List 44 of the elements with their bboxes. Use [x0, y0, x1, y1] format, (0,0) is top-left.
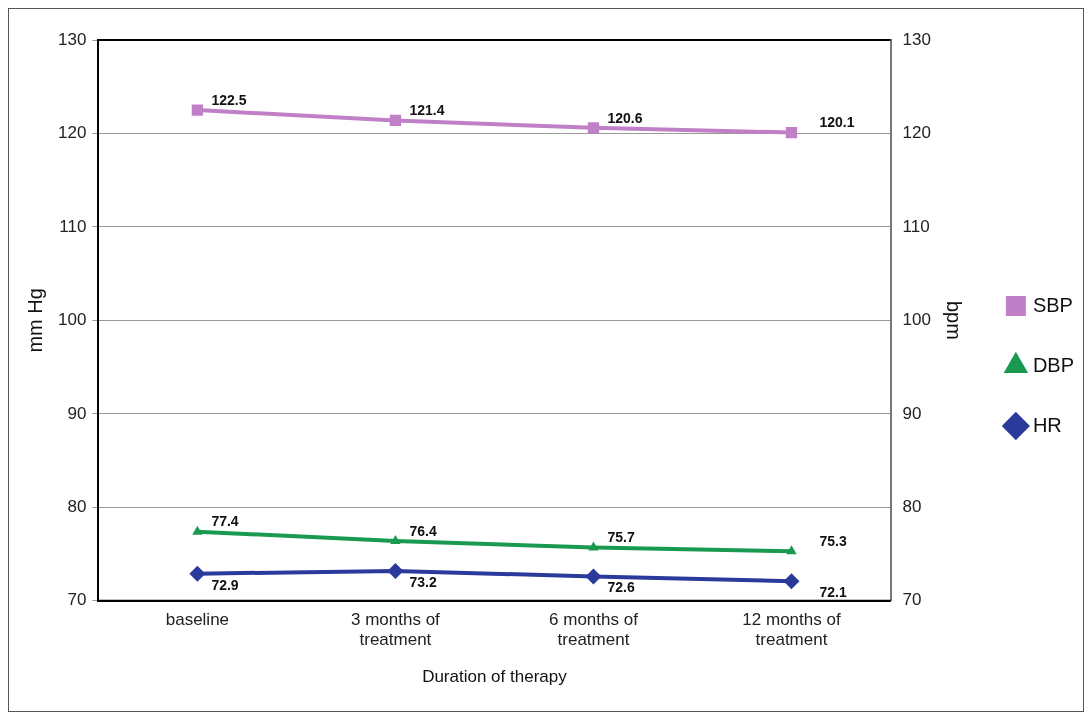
point	[390, 534, 401, 544]
point	[389, 114, 402, 127]
data-label: 72.9	[211, 576, 239, 593]
x-tick-label: 3 months of treatment	[351, 609, 441, 650]
data-label: 73.2	[409, 573, 437, 590]
y2-tick-label: 130	[902, 29, 931, 49]
point	[191, 104, 204, 116]
y-tick-label: 90	[67, 403, 87, 423]
y2-tick-label: 120	[902, 123, 931, 143]
legend-label: HR	[1032, 413, 1062, 436]
y2-tick-label: 70	[902, 590, 922, 610]
y2-tick-label: 100	[902, 310, 931, 330]
x-tick-label: baseline	[165, 609, 230, 629]
x-tick-label: 12 months of treatment	[742, 609, 841, 650]
y-tick-label: 110	[59, 216, 87, 236]
data-label: 120.1	[819, 114, 855, 131]
data-label: 75.3	[819, 533, 847, 550]
y-tick-label: 120	[57, 123, 87, 143]
point	[192, 525, 203, 535]
y-tick-label: 70	[67, 590, 87, 610]
y-axis-title: mm Hg	[23, 288, 46, 353]
data-label: 77.4	[211, 513, 239, 530]
point	[786, 545, 797, 555]
y-tick-label: 130	[57, 29, 87, 49]
data-label: 120.6	[607, 109, 643, 126]
data-label: 76.4	[409, 522, 437, 539]
point	[587, 122, 600, 134]
data-label: 122.5	[211, 91, 247, 108]
x-tick-label: 6 months of treatment	[549, 609, 639, 650]
y2-tick-label: 90	[902, 403, 922, 423]
data-label: 121.4	[409, 102, 445, 119]
data-label: 72.1	[819, 584, 847, 601]
legend-label: SBP	[1032, 293, 1073, 316]
x-axis-title: Duration of therapy	[422, 667, 568, 687]
y2-axis-title: bpm	[943, 300, 966, 340]
y2-tick-label: 110	[902, 216, 930, 236]
point	[785, 126, 798, 139]
data-label: 72.6	[607, 579, 635, 596]
point	[588, 541, 599, 551]
legend-label: DBP	[1032, 353, 1074, 376]
data-label: 75.7	[607, 529, 635, 546]
y-tick-label: 80	[67, 497, 87, 517]
y2-tick-label: 80	[902, 497, 922, 517]
y-tick-label: 100	[57, 310, 87, 330]
